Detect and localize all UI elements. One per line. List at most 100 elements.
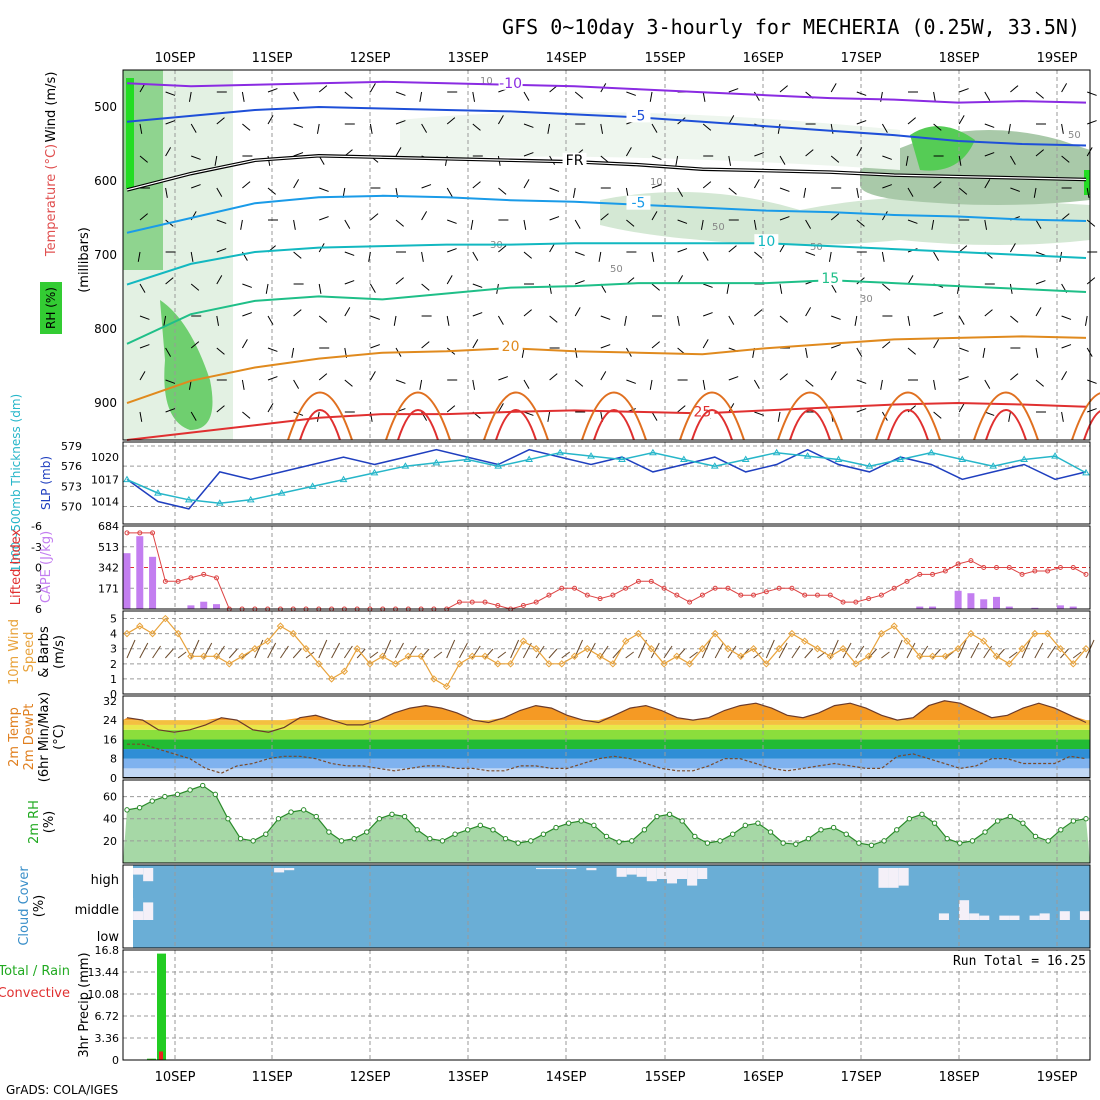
- wind-barb: [1035, 149, 1044, 157]
- y-tick-label: 10.08: [88, 988, 120, 1001]
- wind-barb: [856, 408, 867, 413]
- chart-title: GFS 0~10day 3-hourly for MECHERIA (0.25W…: [502, 15, 1080, 39]
- surface-temp-arch: [1083, 410, 1100, 441]
- thickness-marker: [1082, 468, 1090, 476]
- middle-cloud-bar: [979, 915, 990, 920]
- wind-barb: [830, 123, 834, 134]
- wind-barb: [777, 123, 781, 134]
- temperature-fill: [123, 700, 1090, 721]
- date-label-top: 12SEP: [350, 51, 391, 66]
- wind-barb: [1009, 243, 1016, 253]
- dewpoint-line: [127, 743, 1087, 774]
- wind-barb: [677, 219, 688, 224]
- wind-barb: [1035, 219, 1042, 229]
- rh-marker: [603, 833, 610, 840]
- wind-barb: [933, 181, 942, 189]
- wind-barb: [1035, 307, 1042, 317]
- thickness-marker: [215, 499, 224, 506]
- rh-marker: [338, 838, 345, 844]
- surface-temp-arch: [789, 409, 831, 441]
- surface-temp-arch: [691, 409, 733, 441]
- thickness-marker: [958, 455, 967, 462]
- lifted-index-marker: [763, 589, 769, 595]
- date-label-top: 17SEP: [841, 51, 882, 66]
- rh-marker: [616, 839, 622, 845]
- cape-bar: [213, 604, 221, 609]
- wind-speed-marker: [647, 645, 655, 653]
- wind-barb: [650, 642, 660, 659]
- wind-barb: [1035, 347, 1039, 358]
- wind-barb: [318, 85, 328, 93]
- wind-barb: [472, 339, 479, 349]
- wind-barb: [612, 648, 622, 659]
- thickness-marker: [710, 462, 719, 469]
- wind-barb: [600, 371, 607, 381]
- wind-barb: [228, 648, 238, 659]
- wind-barb: [395, 219, 404, 227]
- wind-barb: [855, 645, 865, 659]
- panel-frame: [122, 949, 1091, 1061]
- wind-barb: [931, 219, 935, 230]
- temperature-contour: [126, 194, 1087, 234]
- temperature-line: [126, 700, 1087, 733]
- slp-thickness-panel: 570 573 576 579 1014 1017 1020 1000~500mb Thick…: [9, 394, 1091, 572]
- wind-barb: [805, 251, 816, 256]
- rh-panel: 20 40 60 2m RH (%): [27, 779, 1091, 864]
- contour-label-bg: [818, 271, 843, 286]
- wind-barb: [369, 83, 376, 93]
- y-tick-label: 0: [112, 1054, 119, 1067]
- wind-barb: [267, 315, 274, 325]
- axis-label-temperature: Temperature (°C): [44, 144, 59, 257]
- rh-marker: [300, 807, 307, 813]
- lifted-index-marker: [917, 571, 923, 577]
- y-tick-label-left: 0: [35, 562, 42, 575]
- axis-label: Speed: [22, 632, 37, 673]
- wind-barb: [265, 283, 269, 294]
- lifted-index-marker: [1006, 565, 1012, 570]
- wind-barb: [165, 147, 172, 157]
- wind-barb: [523, 179, 530, 189]
- wind-barb: [267, 403, 274, 413]
- temperature-contour-label: 10: [757, 234, 775, 250]
- surface-temp-arch: [299, 409, 341, 441]
- slp-line: [126, 448, 1087, 510]
- wind-barb: [933, 339, 940, 349]
- wind-speed-marker: [570, 652, 579, 660]
- rh-marker: [906, 816, 913, 822]
- y-tick-label: 5: [110, 613, 117, 626]
- contour-label-bg: [690, 404, 715, 419]
- wind-barb: [754, 152, 764, 157]
- wind-barb: [1087, 408, 1097, 413]
- date-label-top: 15SEP: [645, 51, 686, 66]
- wind-barb: [549, 216, 560, 221]
- wind-speed-marker: [430, 675, 438, 683]
- axis-label-wind: Wind (m/s): [44, 72, 59, 143]
- rh-marker: [1070, 818, 1077, 824]
- wind-barb: [882, 341, 891, 349]
- panel-frame: [122, 525, 1091, 610]
- rh-marker: [894, 827, 900, 833]
- wind-barb: [421, 341, 430, 349]
- surface-temp-arch: [887, 409, 929, 441]
- rh-marker: [565, 820, 572, 826]
- wind-barb: [344, 219, 351, 229]
- wind-barb: [395, 379, 406, 384]
- wind-barb: [702, 251, 709, 261]
- wind-barb: [254, 639, 264, 659]
- lifted-index-marker: [827, 592, 833, 598]
- wind-barb: [983, 645, 993, 659]
- temperature-contour: [126, 279, 1087, 345]
- wind-barb: [868, 648, 878, 659]
- lifted-index-marker: [546, 592, 552, 598]
- lifted-index-marker: [188, 575, 194, 581]
- cape-bar: [929, 606, 937, 609]
- wind-barb: [419, 379, 423, 390]
- lifted-index-marker: [162, 578, 168, 584]
- wind-barb: [472, 379, 476, 390]
- axis-label: (%): [42, 811, 57, 834]
- wind-barb: [498, 376, 508, 381]
- lifted-index-marker: [124, 530, 130, 536]
- high-cloud-bar: [677, 868, 688, 879]
- wind-barb: [907, 117, 916, 125]
- high-cloud-bar: [898, 868, 909, 886]
